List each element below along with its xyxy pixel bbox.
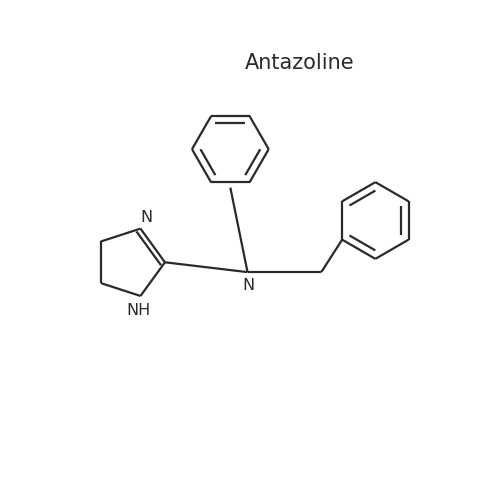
Text: N: N (140, 210, 152, 226)
Text: N: N (242, 278, 254, 293)
Text: Antazoline: Antazoline (244, 53, 354, 73)
Text: NH: NH (126, 303, 150, 318)
